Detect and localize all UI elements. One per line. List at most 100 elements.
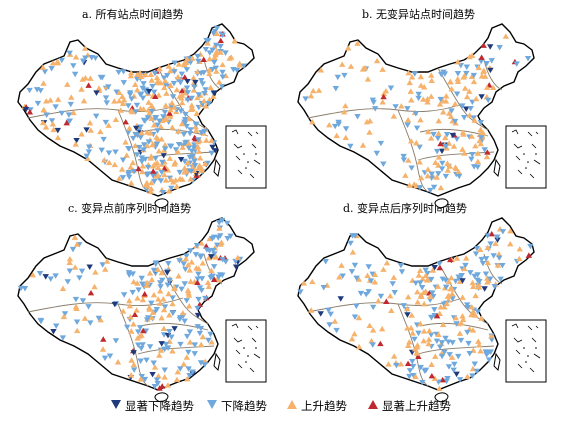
station-marker [132, 125, 140, 132]
station-marker [415, 272, 423, 278]
station-marker [233, 67, 241, 74]
station-marker [380, 161, 387, 167]
station-marker [390, 113, 398, 119]
station-marker [138, 91, 145, 97]
station-marker [355, 314, 363, 321]
station-marker [315, 87, 323, 93]
station-marker [164, 382, 172, 388]
station-marker [179, 310, 187, 316]
station-marker [480, 42, 487, 48]
station-marker [208, 267, 215, 273]
station-marker [430, 294, 437, 300]
station-marker [139, 95, 147, 102]
legend: 显著下降趋势 下降趋势 上升趋势 显著上升趋势 [111, 399, 451, 413]
station-marker [351, 233, 359, 239]
station-marker [404, 360, 412, 367]
station-marker [468, 311, 475, 318]
station-marker [161, 165, 168, 172]
station-marker [213, 30, 221, 37]
station-marker [157, 178, 165, 184]
station-marker [143, 279, 151, 286]
station-marker [138, 275, 145, 282]
station-marker [127, 72, 135, 79]
station-marker [189, 154, 196, 160]
station-marker [152, 261, 160, 268]
station-marker [160, 306, 168, 313]
map-panel-d [297, 217, 547, 403]
station-marker [436, 385, 443, 392]
station-marker [122, 118, 129, 125]
station-marker [185, 115, 193, 122]
station-marker [142, 71, 149, 78]
station-marker [494, 237, 501, 243]
station-marker [150, 360, 157, 366]
station-marker [150, 268, 158, 274]
station-marker [428, 72, 435, 78]
station-marker [154, 266, 162, 273]
station-marker [449, 132, 457, 139]
station-marker [191, 84, 198, 90]
station-marker [101, 157, 108, 163]
station-marker [187, 127, 194, 133]
station-marker [488, 332, 495, 339]
station-marker [142, 156, 149, 163]
station-marker [459, 278, 466, 284]
station-marker [210, 264, 218, 270]
station-marker [50, 329, 57, 335]
station-marker [164, 167, 172, 173]
station-marker [467, 105, 474, 112]
station-marker [326, 121, 333, 128]
station-marker [477, 347, 484, 354]
station-marker [342, 134, 350, 141]
station-marker [168, 185, 175, 192]
station-marker [92, 269, 99, 275]
station-marker [153, 141, 161, 148]
station-marker [184, 159, 192, 166]
station-marker [472, 292, 479, 299]
station-marker [125, 103, 132, 109]
station-marker [102, 95, 110, 101]
station-marker [408, 97, 415, 103]
station-marker [128, 180, 135, 186]
station-marker [185, 145, 192, 151]
station-marker [147, 188, 154, 194]
station-marker [73, 138, 80, 144]
station-marker [111, 161, 118, 168]
station-marker [422, 272, 430, 278]
station-marker [140, 147, 147, 153]
station-marker [447, 113, 455, 119]
station-marker [431, 313, 438, 319]
station-marker [404, 106, 411, 112]
station-marker [202, 103, 210, 109]
station-marker [189, 369, 196, 375]
station-marker [186, 267, 193, 273]
station-marker [187, 176, 194, 182]
station-marker [198, 130, 205, 136]
station-marker [42, 124, 50, 130]
station-marker [198, 276, 206, 282]
station-marker [78, 131, 85, 137]
station-marker [131, 311, 139, 317]
station-marker [152, 93, 159, 99]
station-marker [47, 97, 54, 103]
station-marker [194, 276, 201, 282]
station-marker [210, 93, 217, 99]
station-marker [420, 84, 428, 90]
station-marker [129, 271, 137, 277]
station-marker [95, 315, 103, 322]
station-marker [127, 313, 134, 320]
station-marker [54, 134, 62, 141]
station-marker [424, 128, 432, 135]
station-marker [102, 266, 109, 272]
station-marker [197, 341, 205, 348]
station-marker [450, 143, 458, 149]
station-marker [176, 258, 183, 264]
station-marker [161, 374, 168, 380]
station-marker [442, 98, 450, 104]
station-marker [150, 168, 157, 174]
station-marker [402, 172, 409, 178]
station-marker [150, 291, 158, 298]
station-marker [128, 107, 135, 114]
taiwan-c [213, 353, 221, 371]
station-marker [160, 153, 167, 159]
